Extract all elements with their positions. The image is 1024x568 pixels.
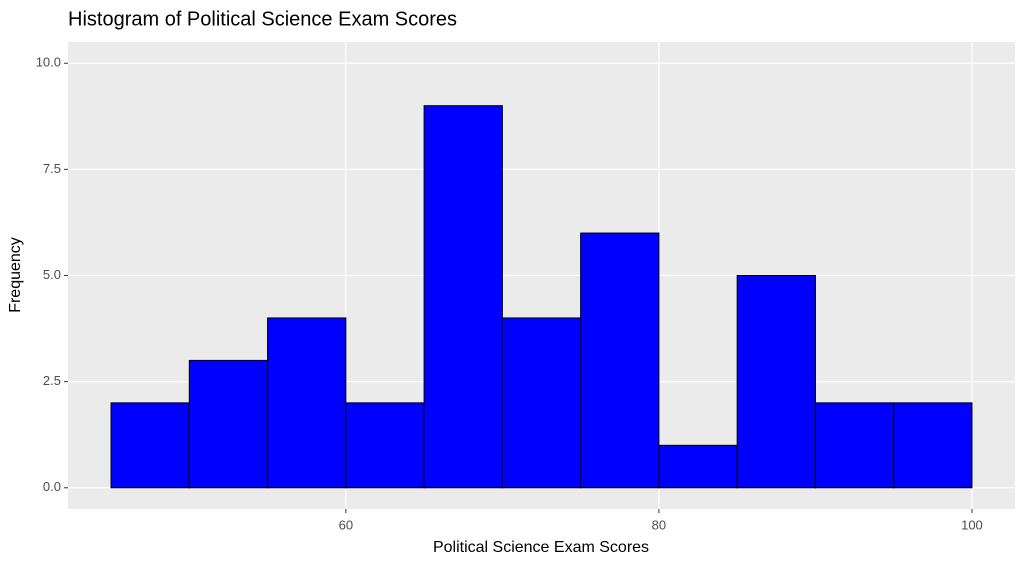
bar: [658, 444, 738, 489]
y-tick-label: 5.0: [43, 267, 61, 282]
bar: [423, 105, 503, 489]
bar: [736, 275, 816, 489]
y-tick-label: 0.0: [43, 479, 61, 494]
y-tick-label: 10.0: [36, 55, 61, 70]
bar: [580, 232, 660, 489]
bar: [345, 402, 425, 489]
y-tick-label: 2.5: [43, 373, 61, 388]
bars: [110, 105, 973, 489]
x-tick-label: 100: [961, 517, 983, 532]
x-axis-label: Political Science Exam Scores: [433, 539, 649, 556]
bar: [267, 317, 347, 489]
bar: [110, 402, 190, 489]
bar: [501, 317, 582, 489]
y-axis-label: Frequency: [7, 237, 24, 313]
x-tick-label: 60: [339, 517, 353, 532]
x-tick-label: 80: [652, 517, 666, 532]
chart-title: Histogram of Political Science Exam Scor…: [68, 8, 457, 30]
bar: [814, 402, 895, 489]
bar: [188, 359, 269, 489]
bar: [893, 402, 973, 489]
y-tick-label: 7.5: [43, 161, 61, 176]
